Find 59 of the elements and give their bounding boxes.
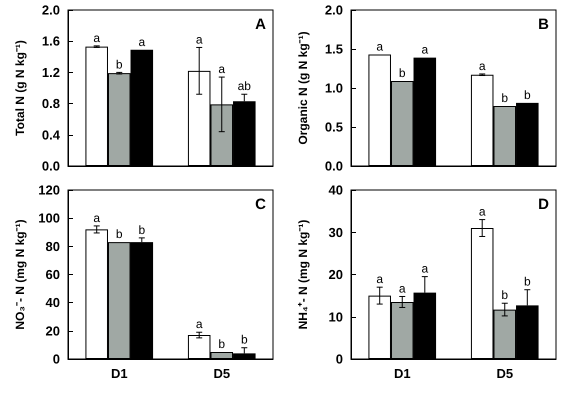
y-axis-title: Organic N (g N kg⁻¹) <box>296 31 310 145</box>
y-axis-title: NH₄⁺- N (mg N kg⁻¹) <box>296 220 310 330</box>
chart-title: C <box>255 196 266 213</box>
data-label: a <box>196 32 203 46</box>
y-tick-label: 2.0 <box>42 2 60 18</box>
data-label: b <box>524 88 531 102</box>
data-label: a <box>93 30 100 45</box>
y-tick-label: 20 <box>328 267 343 282</box>
data-label: a <box>398 281 406 296</box>
y-tick-label: 80 <box>46 238 60 254</box>
y-tick-label: 0.5 <box>324 120 343 134</box>
y-axis-title: Total N (g N kg⁻¹) <box>13 40 27 136</box>
y-tick-label: 2.0 <box>324 2 343 18</box>
data-label: b <box>240 332 248 347</box>
y-tick-label: 10 <box>328 309 343 324</box>
data-label: a <box>138 34 146 49</box>
x-tick-label: D1 <box>394 366 411 381</box>
y-tick-label: 60 <box>46 267 60 282</box>
chart-title: D <box>538 196 550 213</box>
data-label: a <box>478 204 486 219</box>
data-label: b <box>138 222 146 237</box>
y-tick-label: 0.4 <box>42 127 61 142</box>
y-tick-label: 1.6 <box>42 34 60 49</box>
data-label: b <box>116 57 123 72</box>
chart-title: B <box>538 16 550 33</box>
data-label: b <box>501 90 508 105</box>
data-label: b <box>116 227 123 242</box>
data-label: a <box>93 210 100 225</box>
chart-title: A <box>255 16 266 33</box>
y-tick-label: 0 <box>52 352 60 366</box>
y-axis-title: NO₃⁻- N (mg N kg⁻¹) <box>13 219 27 330</box>
y-tick-label: 30 <box>328 224 343 240</box>
data-label: a <box>478 58 486 73</box>
y-tick-label: 20 <box>46 323 60 338</box>
y-tick-label: 120 <box>38 182 60 198</box>
data-label: a <box>376 39 384 54</box>
y-tick-label: 1.5 <box>324 42 343 56</box>
data-label: a <box>421 42 428 57</box>
y-tick-label: 0.8 <box>42 96 60 112</box>
data-label: ab <box>238 79 252 94</box>
data-label: b <box>218 336 226 351</box>
x-tick-label: D1 <box>110 366 128 381</box>
y-tick-label: 0.0 <box>42 158 60 174</box>
data-label: a <box>196 317 203 332</box>
data-label: b <box>524 274 531 289</box>
x-tick-label: D5 <box>213 366 230 381</box>
y-tick-label: 40 <box>328 182 343 198</box>
data-label: a <box>421 262 428 276</box>
y-tick-label: 40 <box>46 295 60 310</box>
y-tick-label: 0.0 <box>324 158 343 174</box>
y-tick-label: 0 <box>336 352 343 366</box>
data-label: a <box>218 62 226 76</box>
data-label: b <box>501 288 508 302</box>
y-tick-label: 1.2 <box>42 64 60 80</box>
y-tick-label: 100 <box>38 210 60 226</box>
y-tick-label: 1.0 <box>324 80 343 96</box>
data-label: b <box>398 66 406 80</box>
data-label: a <box>376 272 384 286</box>
x-tick-label: D5 <box>496 366 514 381</box>
